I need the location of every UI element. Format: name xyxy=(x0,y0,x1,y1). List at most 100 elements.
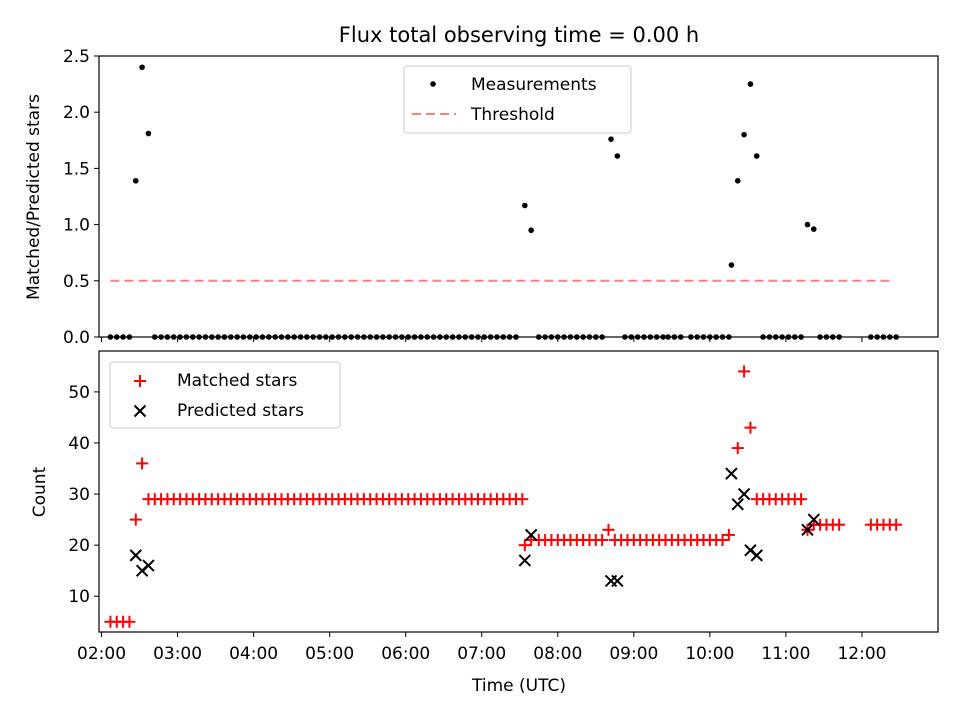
matched-star-marker xyxy=(731,442,744,455)
measurement-point xyxy=(647,334,654,340)
measurement-point xyxy=(823,334,830,340)
x-tick-label: 05:00 xyxy=(305,644,354,664)
top-y-tick-label: 1.0 xyxy=(63,216,90,236)
measurement-point xyxy=(665,334,671,340)
matched-star-marker xyxy=(716,534,729,547)
legend-matched-marker xyxy=(134,375,146,387)
measurement-point xyxy=(437,334,443,340)
measurement-point xyxy=(817,334,823,340)
measurement-point xyxy=(221,334,228,340)
measurement-point xyxy=(893,334,899,340)
measurement-point xyxy=(760,334,766,340)
measurement-point xyxy=(113,334,120,340)
legend-measurement-marker xyxy=(430,81,436,87)
matched-star-marker xyxy=(795,493,808,506)
chart-title: Flux total observing time = 0.00 h xyxy=(339,23,699,47)
measurement-point xyxy=(170,334,177,340)
measurement-point xyxy=(367,334,374,340)
measurement-point xyxy=(418,334,424,340)
measurement-point xyxy=(554,334,561,340)
measurement-point xyxy=(468,334,475,340)
bottom-y-tick-label: 10 xyxy=(68,587,90,607)
measurement-point xyxy=(234,334,240,340)
measurement-point xyxy=(700,334,707,340)
matched-star-marker xyxy=(518,539,531,552)
x-tick-label: 06:00 xyxy=(381,644,430,664)
measurement-point xyxy=(671,334,678,340)
measurement-point xyxy=(266,334,272,340)
measurement-point xyxy=(694,334,700,340)
measurement-point xyxy=(297,334,304,340)
measurement-point xyxy=(354,334,361,340)
matched-star-marker xyxy=(833,518,846,531)
matched-star-marker xyxy=(136,457,149,470)
x-tick-label: 09:00 xyxy=(609,644,658,664)
measurement-point xyxy=(741,131,747,138)
measurement-point xyxy=(599,334,605,340)
matched-star-marker xyxy=(722,528,735,541)
top-y-tick-label: 1.5 xyxy=(63,159,90,179)
measurement-point xyxy=(634,334,641,340)
measurement-point xyxy=(361,334,367,340)
measurement-point xyxy=(120,334,126,340)
measurement-point xyxy=(747,81,754,87)
x-tick-label: 04:00 xyxy=(229,644,278,664)
measurement-point xyxy=(614,153,621,159)
count-plot: 10 20 30 40 50 02:00 03:00 04:00 05:00 06:00 07:00… xyxy=(68,350,939,664)
measurement-point xyxy=(348,334,355,340)
measurement-point xyxy=(253,334,259,340)
matched-star-marker xyxy=(890,518,903,531)
measurement-point xyxy=(164,334,171,340)
measurement-point xyxy=(868,334,874,340)
ratio-plot: 0.0 0.5 1.0 1.5 2.0 2.5 Measurements Threshold xyxy=(63,47,939,348)
measurement-point xyxy=(329,334,335,340)
measurement-point xyxy=(399,334,405,340)
measurement-point xyxy=(580,334,586,340)
measurement-point xyxy=(548,334,555,340)
top-y-tick-label: 0.0 xyxy=(63,328,90,348)
x-tick-label: 12:00 xyxy=(837,644,886,664)
top-y-axis-label: Matched/Predicted stars xyxy=(24,94,44,300)
measurement-point xyxy=(726,334,732,340)
predicted-star-marker xyxy=(750,549,763,562)
measurement-point xyxy=(653,334,660,340)
measurement-point xyxy=(772,334,779,340)
measurement-point xyxy=(424,334,431,340)
measurement-point xyxy=(278,334,285,340)
predicted-star-marker xyxy=(725,467,738,480)
bottom-y-tick-label: 40 xyxy=(68,434,90,454)
legend-frame xyxy=(403,65,632,134)
measurement-point xyxy=(880,334,887,340)
x-tick-label: 07:00 xyxy=(457,644,506,664)
measurement-point xyxy=(753,153,760,159)
measurement-point xyxy=(107,334,114,340)
matched-star-marker xyxy=(602,523,615,536)
measurement-point xyxy=(151,334,158,340)
measurement-point xyxy=(487,334,494,340)
measurement-point xyxy=(126,334,133,340)
legend-matched-label: Matched stars xyxy=(177,371,297,391)
measurement-point xyxy=(734,177,741,184)
measurement-point xyxy=(810,226,817,232)
measurement-point xyxy=(481,334,488,340)
top-legend: Measurements Threshold xyxy=(403,65,632,134)
bottom-y-tick-label: 30 xyxy=(68,485,90,505)
measurement-point xyxy=(449,334,456,340)
x-tick-label: 03:00 xyxy=(153,644,202,664)
measurement-point xyxy=(316,334,323,340)
measurement-point xyxy=(522,202,528,209)
measurement-point xyxy=(196,334,202,340)
measurement-point xyxy=(542,334,548,340)
measurement-point xyxy=(145,130,152,137)
bottom-y-tick-label: 20 xyxy=(68,536,90,556)
measurement-point xyxy=(443,334,450,340)
legend-threshold-label: Threshold xyxy=(470,105,555,125)
plot-frame xyxy=(98,350,939,633)
measurement-point xyxy=(688,334,694,340)
measurement-point xyxy=(791,334,798,340)
measurement-point xyxy=(887,334,893,340)
legend-frame xyxy=(109,361,341,429)
legend-measurements-label: Measurements xyxy=(471,75,597,95)
x-tick-label: 08:00 xyxy=(533,644,582,664)
